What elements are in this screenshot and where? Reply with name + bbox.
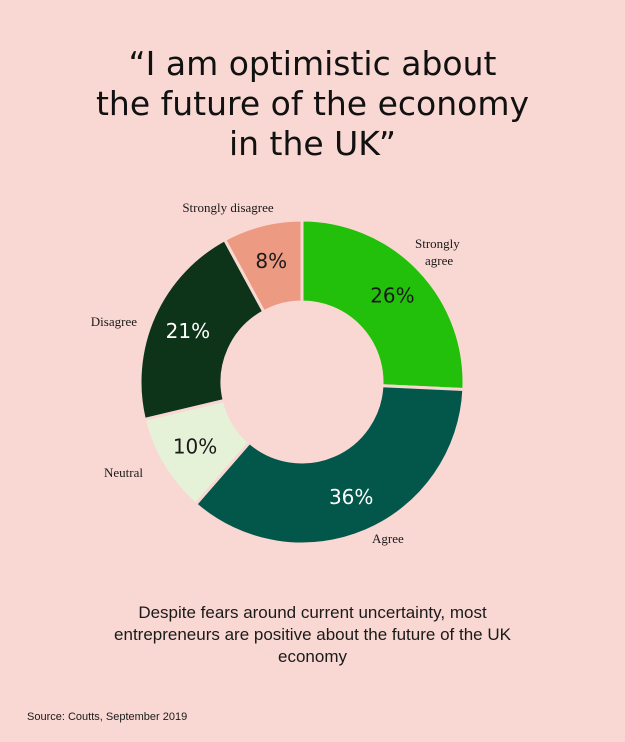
category-label-neutral: Neutral [104, 465, 143, 480]
donut-slices [138, 218, 466, 546]
donut-chart: 26% 36% 10% 21% 8% Strongly agree Agree Neutral… [91, 200, 466, 546]
category-label-agree: Agree [372, 531, 404, 546]
slice-disagree [138, 237, 266, 422]
percent-label-strongly-agree: 26% [370, 284, 414, 308]
slice-agree [193, 384, 466, 546]
category-label-strongly-agree: Strongly agree [415, 236, 460, 268]
percent-labels: 26% 36% 10% 21% 8% [166, 249, 415, 509]
slice-strongly-disagree [222, 218, 304, 314]
percent-label-strongly-disagree: 8% [255, 249, 287, 273]
chart-title: “I am optimistic about the future of the… [95, 44, 530, 163]
chart-caption: Despite fears around current uncertainty… [114, 603, 511, 666]
percent-label-agree: 36% [329, 485, 373, 509]
slice-strongly-agree [300, 218, 466, 392]
percent-label-disagree: 21% [166, 319, 210, 343]
category-labels: Strongly agree Agree Neutral Disagree Strongl… [91, 200, 460, 546]
source-note: Source: Coutts, September 2019 [27, 711, 188, 723]
category-label-strongly-disagree: Strongly disagree [182, 200, 274, 215]
percent-label-neutral: 10% [173, 435, 217, 459]
category-label-disagree: Disagree [91, 314, 137, 329]
